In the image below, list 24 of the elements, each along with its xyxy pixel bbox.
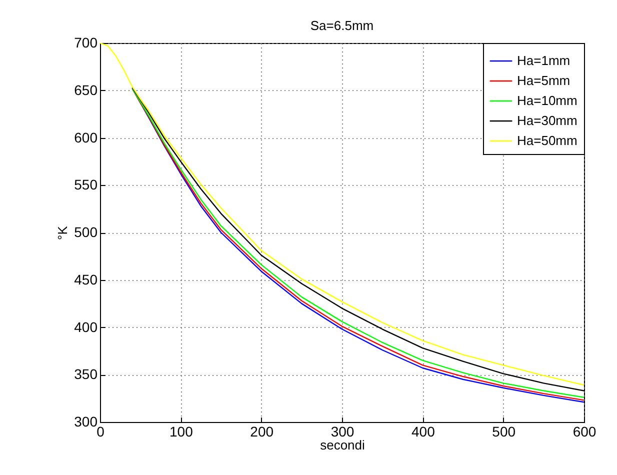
y-tick-label: 600 (74, 129, 98, 146)
x-tick-label: 100 (169, 424, 194, 440)
legend-label: Ha=1mm (517, 53, 570, 68)
y-tick-label: 300 (74, 414, 98, 430)
y-tick-label: 700 (74, 34, 98, 50)
y-tick-label: 500 (74, 224, 98, 240)
x-axis-title: secondi (320, 438, 366, 452)
legend-label: Ha=30mm (517, 113, 578, 128)
y-tick-label: 400 (74, 318, 98, 335)
y-tick-label: 550 (74, 176, 98, 193)
x-tick-label: 500 (492, 424, 516, 440)
y-tick-label: 650 (74, 82, 98, 98)
x-tick-label: 0 (96, 424, 105, 440)
legend-label: Ha=50mm (517, 133, 578, 148)
x-tick-label: 200 (250, 424, 274, 440)
x-tick-label: 600 (572, 424, 596, 440)
legend-label: Ha=5mm (517, 73, 570, 88)
chart-title: Sa=6.5mm (310, 18, 374, 33)
y-tick-label: 350 (74, 366, 98, 382)
y-tick-label: 450 (74, 271, 98, 288)
legend-label: Ha=10mm (517, 93, 578, 108)
x-tick-label: 300 (330, 424, 354, 440)
y-axis-title: °K (55, 226, 70, 240)
x-tick-label: 400 (411, 424, 436, 440)
